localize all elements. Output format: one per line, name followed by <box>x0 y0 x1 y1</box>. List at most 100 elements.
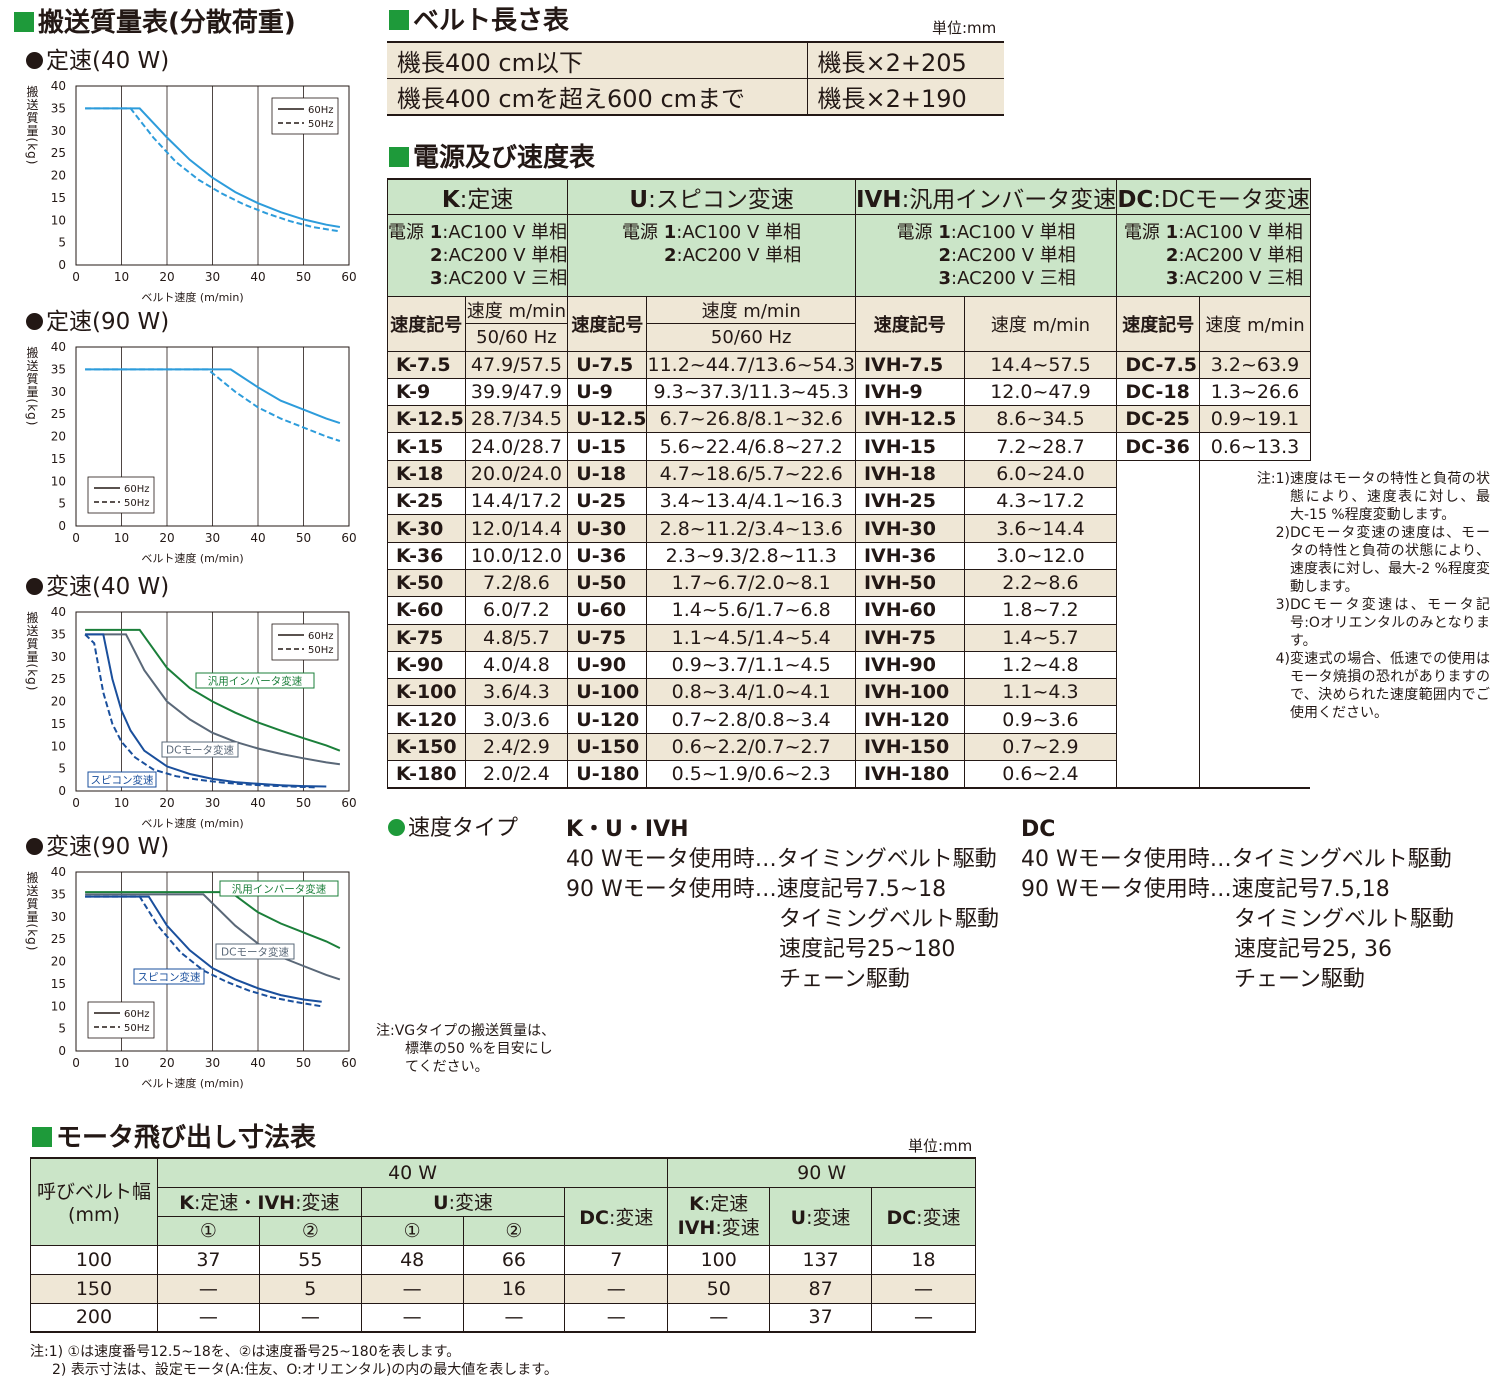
speed-code-cell: IVH-25 <box>854 487 965 516</box>
series-label-text: DCモータ変速 <box>166 744 234 757</box>
speed-code-cell: IVH-75 <box>854 623 965 652</box>
x-tick-label: 50 <box>296 531 311 545</box>
series-line <box>85 368 341 425</box>
empty-cell <box>1116 542 1200 570</box>
plot-area: 0 10 20 30 40 50 60 0 5 10 15 20 25 30 35 40 搬送質量(kg) ベルト… <box>25 865 357 1090</box>
table-row: K-100 3.6/4.3 U-100 0.8~3.4/1.0~4.1 IVH-100 1… <box>387 678 1311 707</box>
series-label: DCモータ変速 <box>161 741 239 758</box>
empty-cell <box>1199 460 1311 488</box>
y-tick-label: 25 <box>51 932 66 946</box>
speed-value-cell: 0.9~3.6 <box>963 705 1118 734</box>
empty-cell <box>1116 760 1200 788</box>
speed-code-cell: U-12.5 <box>567 405 648 434</box>
y-tick-label: 10 <box>51 739 66 753</box>
table-row: K-25 14.4/17.2 U-25 3.4~13.4/4.1~16.3 IVH-25… <box>387 487 1311 516</box>
speed-value-cell: 10.0/12.0 <box>464 541 569 570</box>
series-label: スピコン変速 <box>87 771 157 788</box>
speed-code-cell: DC-25 <box>1116 405 1201 434</box>
speed-value-cell: 1.4~5.7 <box>963 623 1118 652</box>
x-tick-label: 10 <box>114 531 129 545</box>
empty-cell <box>1199 705 1311 734</box>
empty-cell <box>1116 624 1200 652</box>
chart-constant-40w: 0 10 20 30 40 50 60 0 5 10 15 20 25 30 35 40 搬送質量(kg) ベルト… <box>0 76 370 336</box>
legend: 60Hz 50Hz <box>271 97 339 135</box>
dimension-cell: — <box>564 1273 669 1304</box>
green-square-icon <box>14 12 34 32</box>
speed-code-cell: IVH-7.5 <box>854 350 965 379</box>
empty-cell <box>1199 569 1311 597</box>
speed-code-cell: IVH-120 <box>854 705 965 734</box>
speed-value-cell: 1.7~6.7/2.0~8.1 <box>646 568 856 598</box>
power-dc: 電源 1:AC100 V 単相 2:AC200 V 単相 3:AC200 V 三相 <box>1116 214 1311 297</box>
speed-value-cell: 3.4~13.4/4.1~16.3 <box>646 487 856 516</box>
table-row: 200— — — — — —37— <box>30 1302 976 1333</box>
code-header: 速度記号 <box>854 296 965 352</box>
x-tick-label: 60 <box>341 1056 356 1070</box>
y-tick-label: 5 <box>58 236 66 250</box>
y-tick-label: 30 <box>51 650 66 664</box>
x-tick-label: 20 <box>159 796 174 810</box>
belt-unit: 単位:mm <box>932 19 997 37</box>
speed-value-cell: 1.1~4.3 <box>963 678 1118 707</box>
speed-value-cell: 7.2/8.6 <box>464 568 569 598</box>
speed-code-cell: U-100 <box>567 678 648 707</box>
x-axis-label: ベルト速度 (m/min) <box>141 290 243 304</box>
header-k-ivh: K:定速・IVH:変速 <box>156 1186 362 1217</box>
speed-code-cell: IVH-90 <box>854 650 965 680</box>
dimension-cell: — <box>564 1302 669 1333</box>
dimension-cell: 55 <box>258 1244 362 1275</box>
header-circle-1: ① <box>156 1215 260 1246</box>
series-label-text: スピコン変速 <box>91 774 154 787</box>
speed-code-cell: U-90 <box>567 650 648 680</box>
speed-code-cell: DC-36 <box>1116 432 1201 461</box>
table-row: 機長400 cmを超え600 cmまで 機長×2+190 <box>387 78 1004 116</box>
header-u: U:変速 <box>360 1186 566 1217</box>
y-tick-label: 20 <box>51 695 66 709</box>
dimension-cell: — <box>360 1302 464 1333</box>
header-circle-1: ① <box>360 1215 464 1246</box>
table-row: K-12.5 28.7/34.5 U-12.5 6.7~26.8/8.1~32.6 IV… <box>387 405 1311 434</box>
chart-title-4: 変速(90 W) <box>26 833 169 861</box>
legend-label: 60Hz <box>124 484 150 495</box>
x-tick-label: 20 <box>159 1056 174 1070</box>
series-label-text: 汎用インバータ変速 <box>232 883 327 896</box>
empty-cell <box>1199 651 1311 679</box>
speed-value-cell: 0.9~19.1 <box>1199 405 1311 434</box>
x-tick-label: 0 <box>72 270 80 284</box>
y-tick-label: 25 <box>51 146 66 160</box>
dimension-cell: 37 <box>769 1302 873 1333</box>
motor-unit: 単位:mm <box>908 1137 973 1155</box>
y-tick-label: 30 <box>51 910 66 924</box>
empty-cell <box>1199 760 1311 788</box>
table-row: K-36 10.0/12.0 U-36 2.3~9.3/2.8~11.3 IVH-36 3… <box>387 541 1311 570</box>
y-tick-label: 0 <box>58 1044 66 1058</box>
x-tick-label: 0 <box>72 1056 80 1070</box>
header-dc-90: DC:変速 <box>871 1186 976 1246</box>
plot-area: 0 10 20 30 40 50 60 0 5 10 15 20 25 30 35 40 搬送質量(kg) ベルト… <box>25 340 357 565</box>
legend-box <box>87 476 155 514</box>
dimension-cell: 87 <box>769 1273 873 1304</box>
speed-value-cell: 14.4~57.5 <box>963 350 1118 379</box>
empty-cell <box>1116 733 1200 761</box>
dimension-cell: 66 <box>462 1244 566 1275</box>
speed-value-cell: 28.7/34.5 <box>464 405 569 434</box>
belt-length-title: ベルト長さ表 <box>389 6 569 36</box>
speed-code-cell: K-18 <box>387 459 466 489</box>
speed-value-cell: 2.4/2.9 <box>464 732 569 762</box>
speed-type-dc: DC 40 Wモータ使用時…タイミングベルト駆動 90 Wモータ使用時…速度記号… <box>1021 817 1455 992</box>
code-header: 速度記号 <box>387 296 466 352</box>
series-line <box>85 107 341 233</box>
chart-variable-40w: 0 10 20 30 40 50 60 0 5 10 15 20 25 30 35 40 搬送質量(kg) ベルト… <box>0 602 370 862</box>
speed-value-cell: 0.7~2.8/0.8~3.4 <box>646 705 856 734</box>
speed-code-cell: K-75 <box>387 623 466 652</box>
speed-value-cell: 6.0/7.2 <box>464 596 569 625</box>
table-row: K-150 2.4/2.9 U-150 0.6~2.2/0.7~2.7 IVH-150 0… <box>387 732 1311 762</box>
group-u: U:スピコン変速 <box>567 178 856 215</box>
x-tick-label: 40 <box>250 270 265 284</box>
speed-value-cell: 6.7~26.8/8.1~32.6 <box>646 405 856 434</box>
plot-area: 0 10 20 30 40 50 60 0 5 10 15 20 25 30 35 40 搬送質量(kg) ベルト… <box>25 605 357 830</box>
bullet-icon <box>26 578 43 595</box>
y-tick-label: 10 <box>51 213 66 227</box>
dimension-cell: 5 <box>258 1273 362 1304</box>
speed-code-cell: DC-7.5 <box>1116 350 1201 379</box>
